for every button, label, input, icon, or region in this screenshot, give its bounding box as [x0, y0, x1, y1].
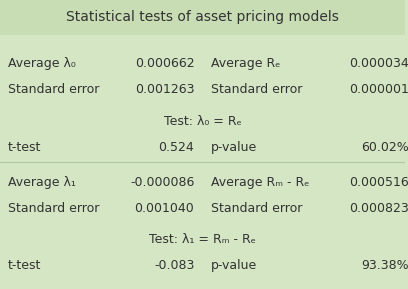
Text: 0.001263: 0.001263 — [135, 83, 194, 96]
Text: 0.001040: 0.001040 — [135, 202, 194, 214]
Text: Standard error: Standard error — [211, 83, 302, 96]
Text: 93.38%: 93.38% — [361, 260, 408, 272]
Text: 60.02%: 60.02% — [361, 141, 408, 154]
Text: 0.000662: 0.000662 — [135, 57, 194, 70]
Text: Statistical tests of asset pricing models: Statistical tests of asset pricing model… — [66, 10, 339, 24]
Text: 0.524: 0.524 — [159, 141, 194, 154]
Text: Average λ₀: Average λ₀ — [8, 57, 76, 70]
Text: p-value: p-value — [211, 260, 257, 272]
Text: -0.000086: -0.000086 — [130, 176, 194, 188]
Text: Standard error: Standard error — [8, 83, 100, 96]
Text: -0.083: -0.083 — [154, 260, 194, 272]
Text: 0.000001: 0.000001 — [349, 83, 408, 96]
Text: Test: λ₀ = Rₑ: Test: λ₀ = Rₑ — [164, 115, 241, 128]
Text: Standard error: Standard error — [8, 202, 100, 214]
Text: Test: λ₁ = Rₘ - Rₑ: Test: λ₁ = Rₘ - Rₑ — [149, 234, 256, 246]
Text: 0.000516: 0.000516 — [349, 176, 408, 188]
Text: t-test: t-test — [8, 141, 42, 154]
FancyBboxPatch shape — [0, 0, 405, 35]
Text: Average Rₘ - Rₑ: Average Rₘ - Rₑ — [211, 176, 309, 188]
Text: Average λ₁: Average λ₁ — [8, 176, 76, 188]
Text: t-test: t-test — [8, 260, 42, 272]
Text: Standard error: Standard error — [211, 202, 302, 214]
Text: 0.000034: 0.000034 — [349, 57, 408, 70]
Text: 0.000823: 0.000823 — [349, 202, 408, 214]
Text: p-value: p-value — [211, 141, 257, 154]
Text: Average Rₑ: Average Rₑ — [211, 57, 280, 70]
